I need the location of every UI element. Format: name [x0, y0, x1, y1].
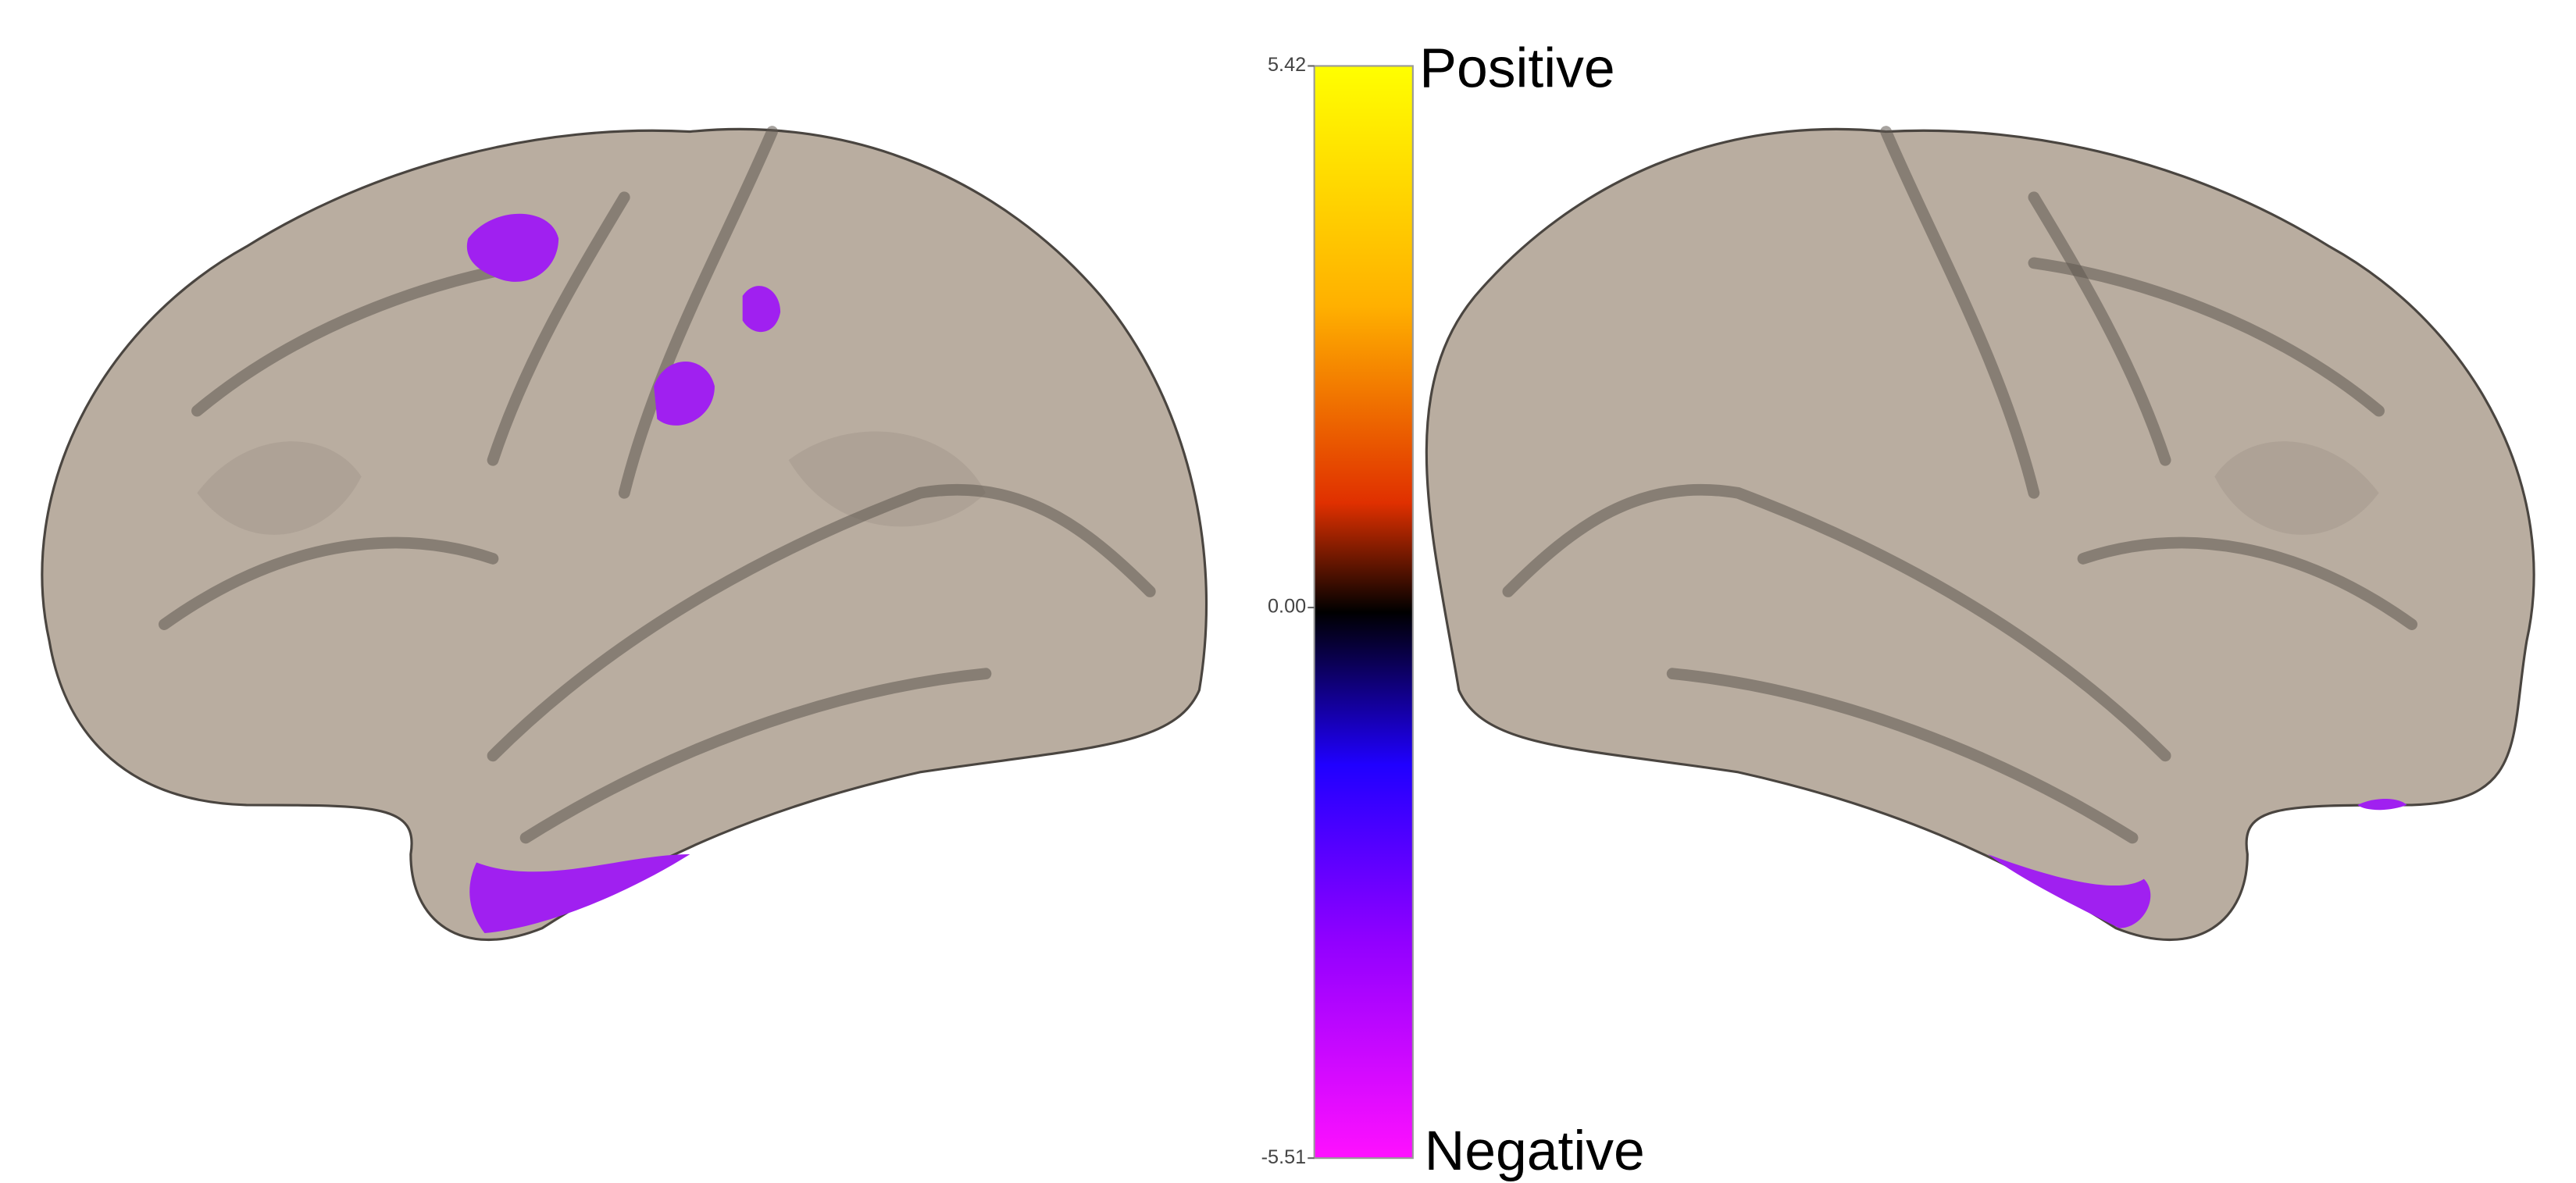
- figure: Positive Negative 5.42 0.00 -5.51: [0, 0, 2576, 1183]
- colorbar-gradient: [1315, 66, 1413, 1158]
- tick-label: 5.42: [1268, 54, 1306, 76]
- right-hemisphere: [1426, 129, 2534, 939]
- tick-label: -5.51: [1261, 1146, 1306, 1168]
- positive-label: Positive: [1419, 37, 1614, 100]
- tick-label: 0.00: [1268, 596, 1306, 618]
- left-hemisphere: [42, 129, 1207, 939]
- negative-label: Negative: [1425, 1120, 1645, 1182]
